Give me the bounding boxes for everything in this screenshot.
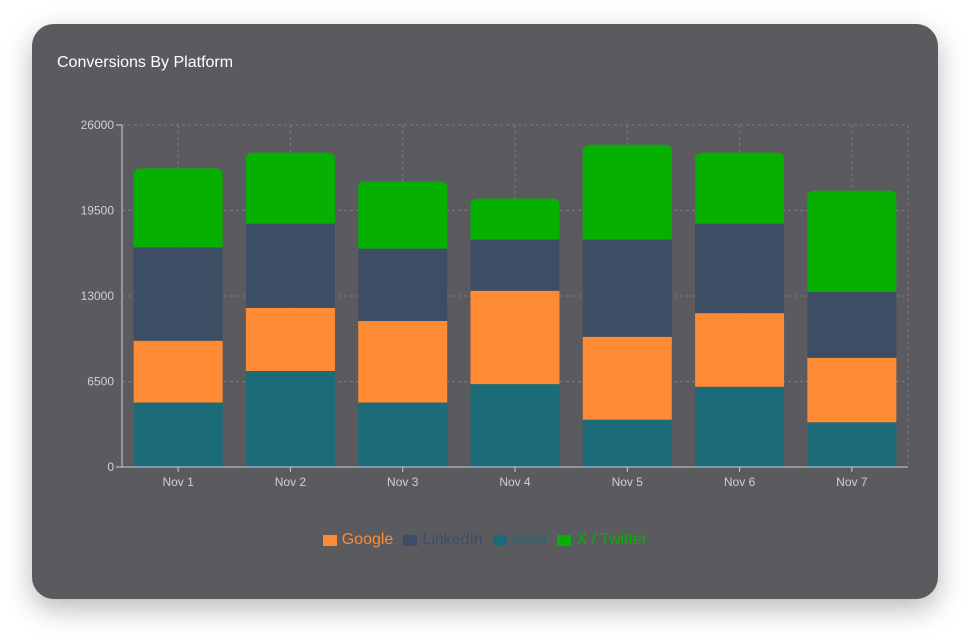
x-tick-label: Nov 5 [612,475,644,489]
chart-card: Conversions By Platform 0 6500 13000 19500 2… [32,24,938,599]
x-tick-label: Nov 4 [499,475,531,489]
bar-segment [807,292,897,358]
x-tick-label: Nov 1 [162,475,194,489]
bar-segment [695,223,785,314]
y-tick-label: 19500 [81,204,115,218]
bar-segment [582,144,672,240]
bar-segment [358,402,448,467]
bar-segment [245,223,335,308]
legend-item[interactable]: Google [322,531,394,549]
bar-segment [807,357,897,423]
y-tick-label: 26000 [81,118,115,132]
legend-item[interactable]: X / Twitter [557,531,647,549]
chart-legend: Google LinkedIn Meta X / Twitter [32,531,938,549]
chart-title: Conversions By Platform [57,54,234,71]
bar-segment [358,248,448,321]
bar-segment [695,386,785,467]
legend-swatch [557,534,572,546]
x-tick-label: Nov 6 [724,475,756,489]
bar-segment [695,152,785,224]
bar-segment [133,340,223,403]
x-tick-label: Nov 3 [387,475,419,489]
legend-label: X / Twitter [576,531,648,548]
bar-segment [358,181,448,249]
bar-segment [470,290,560,385]
bar-segment [245,152,335,224]
bar-segment [245,307,335,371]
y-tick-label: 6500 [87,375,114,389]
y-tick-label: 13000 [81,289,115,303]
bar-segment [582,336,672,420]
legend-item[interactable]: Meta [492,531,548,549]
bar-segment [133,247,223,341]
legend-item[interactable]: LinkedIn [403,531,483,549]
legend-swatch [322,534,337,546]
stacked-bar-chart: 0 6500 13000 19500 26000 Nov 1 Nov 2 Nov 3 Nov 4… [81,118,909,489]
legend-swatch [403,534,418,546]
x-tick-label: Nov 2 [275,475,307,489]
bar-segment [133,168,223,248]
bar-segment [807,190,897,293]
legend-label: Meta [511,531,548,548]
bar-segment [245,370,335,467]
bar-segment [470,239,560,291]
bar-segment [582,239,672,337]
bar-segment [470,198,560,240]
legend-label: LinkedIn [422,531,483,548]
bar-segment [358,320,448,403]
x-tick-label: Nov 7 [836,475,868,489]
legend-label: Google [341,531,394,548]
bar-segment [133,402,223,467]
bar-segment [582,419,672,467]
bar-segment [807,422,897,467]
bar-segment [470,384,560,467]
bar-segment [695,313,785,387]
legend-swatch [492,534,507,546]
y-tick-label: 0 [107,460,114,474]
